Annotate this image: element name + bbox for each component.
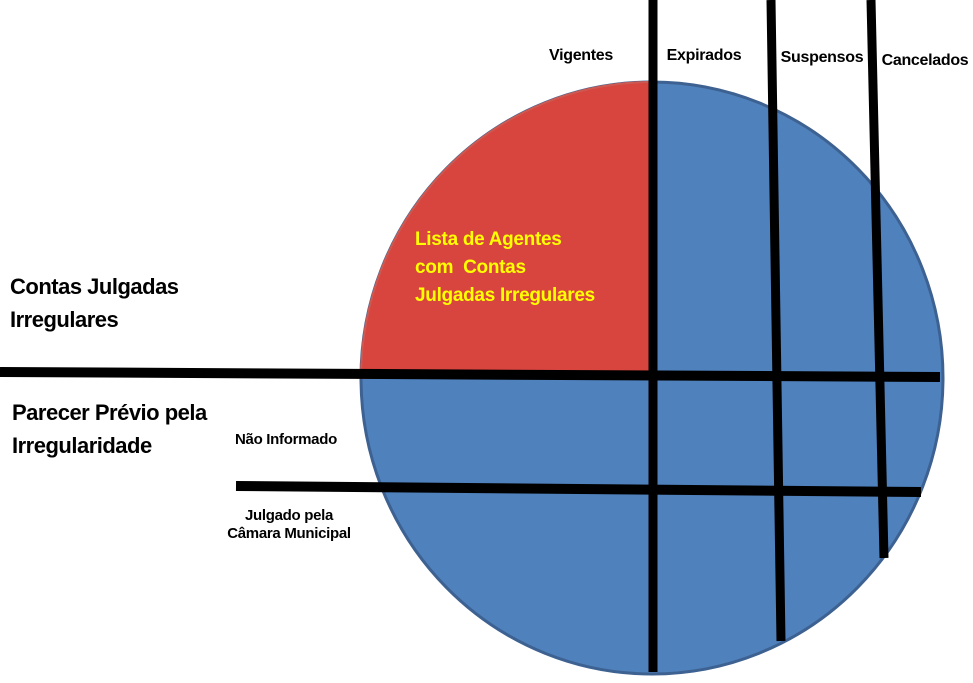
row-label-nao-informado: Não Informado [235,431,337,448]
grid-line-vertical-expirados-suspensos [766,0,786,642]
red-quadrant [359,80,653,379]
grid-line-horizontal-contas-parecer [0,367,941,382]
grid-line-vertical-suspensos-cancelados [866,0,889,559]
column-label-vigentes: Vigentes [549,47,613,64]
row-label-contas-julgadas-irregulares: Contas Julgadas Irregulares [10,274,179,332]
row-label-julgado-pela-camara-municipal: Julgado pela Câmara Municipal [227,507,351,542]
column-label-suspensos: Suspensos [780,49,864,66]
row-label-parecer-previo-irregularidade: Parecer Prévio pela Irregularidade [12,400,207,458]
column-label-expirados: Expirados [666,47,742,64]
grid-line-horizontal-nao-informado-julgado [235,481,922,497]
red-quadrant-label: Lista de Agentes com Contas Julgadas Irr… [415,229,595,306]
column-label-cancelados: Cancelados [881,52,969,69]
